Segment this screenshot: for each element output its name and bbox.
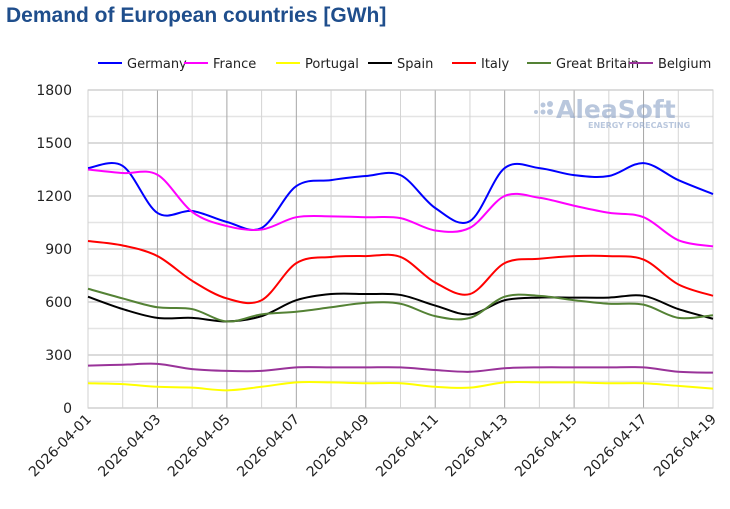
series-line-italy	[87, 240, 714, 305]
y-tick-label: 1800	[36, 83, 72, 99]
x-tick-label: 2026-04-15	[512, 412, 581, 481]
y-tick-label: 900	[45, 242, 72, 258]
series-line-portugal	[87, 380, 714, 392]
y-tick-label: 0	[63, 401, 72, 417]
legend-label: Spain	[397, 57, 433, 72]
y-tick-label: 300	[45, 348, 72, 364]
y-tick-label: 600	[45, 295, 72, 311]
legend-label: Portugal	[305, 57, 359, 72]
legend-label: Belgium	[658, 57, 711, 72]
series-line-france	[87, 168, 714, 248]
x-tick-label: 2026-04-03	[95, 412, 164, 481]
x-tick-label: 2026-04-13	[443, 412, 512, 481]
legend-label: France	[213, 57, 256, 72]
x-tick-label: 2026-04-17	[582, 412, 651, 481]
series-line-belgium	[87, 362, 714, 374]
y-tick-label: 1200	[36, 189, 72, 205]
watermark-tagline: ENERGY FORECASTING	[588, 121, 690, 130]
legend-label: Great Britain	[556, 57, 639, 72]
series-line-great-britain	[87, 287, 714, 323]
watermark-brand: AleaSoft	[556, 95, 676, 124]
y-tick-label: 1500	[36, 136, 72, 152]
legend-label: Germany	[127, 57, 187, 72]
series-line-spain	[87, 292, 714, 323]
x-tick-label: 2026-04-07	[234, 412, 303, 481]
aleasoft-watermark: AleaSoft ENERGY FORECASTING	[534, 95, 690, 130]
x-tick-label: 2026-04-19	[651, 412, 720, 481]
chart-title: Demand of European countries [GWh]	[6, 4, 387, 27]
legend-label: Italy	[481, 57, 510, 72]
x-tick-label: 2026-04-01	[26, 412, 95, 481]
x-tick-label: 2026-04-05	[165, 412, 234, 481]
x-tick-label: 2026-04-09	[304, 412, 373, 481]
plot-border	[87, 89, 714, 409]
x-tick-label: 2026-04-11	[373, 412, 442, 481]
